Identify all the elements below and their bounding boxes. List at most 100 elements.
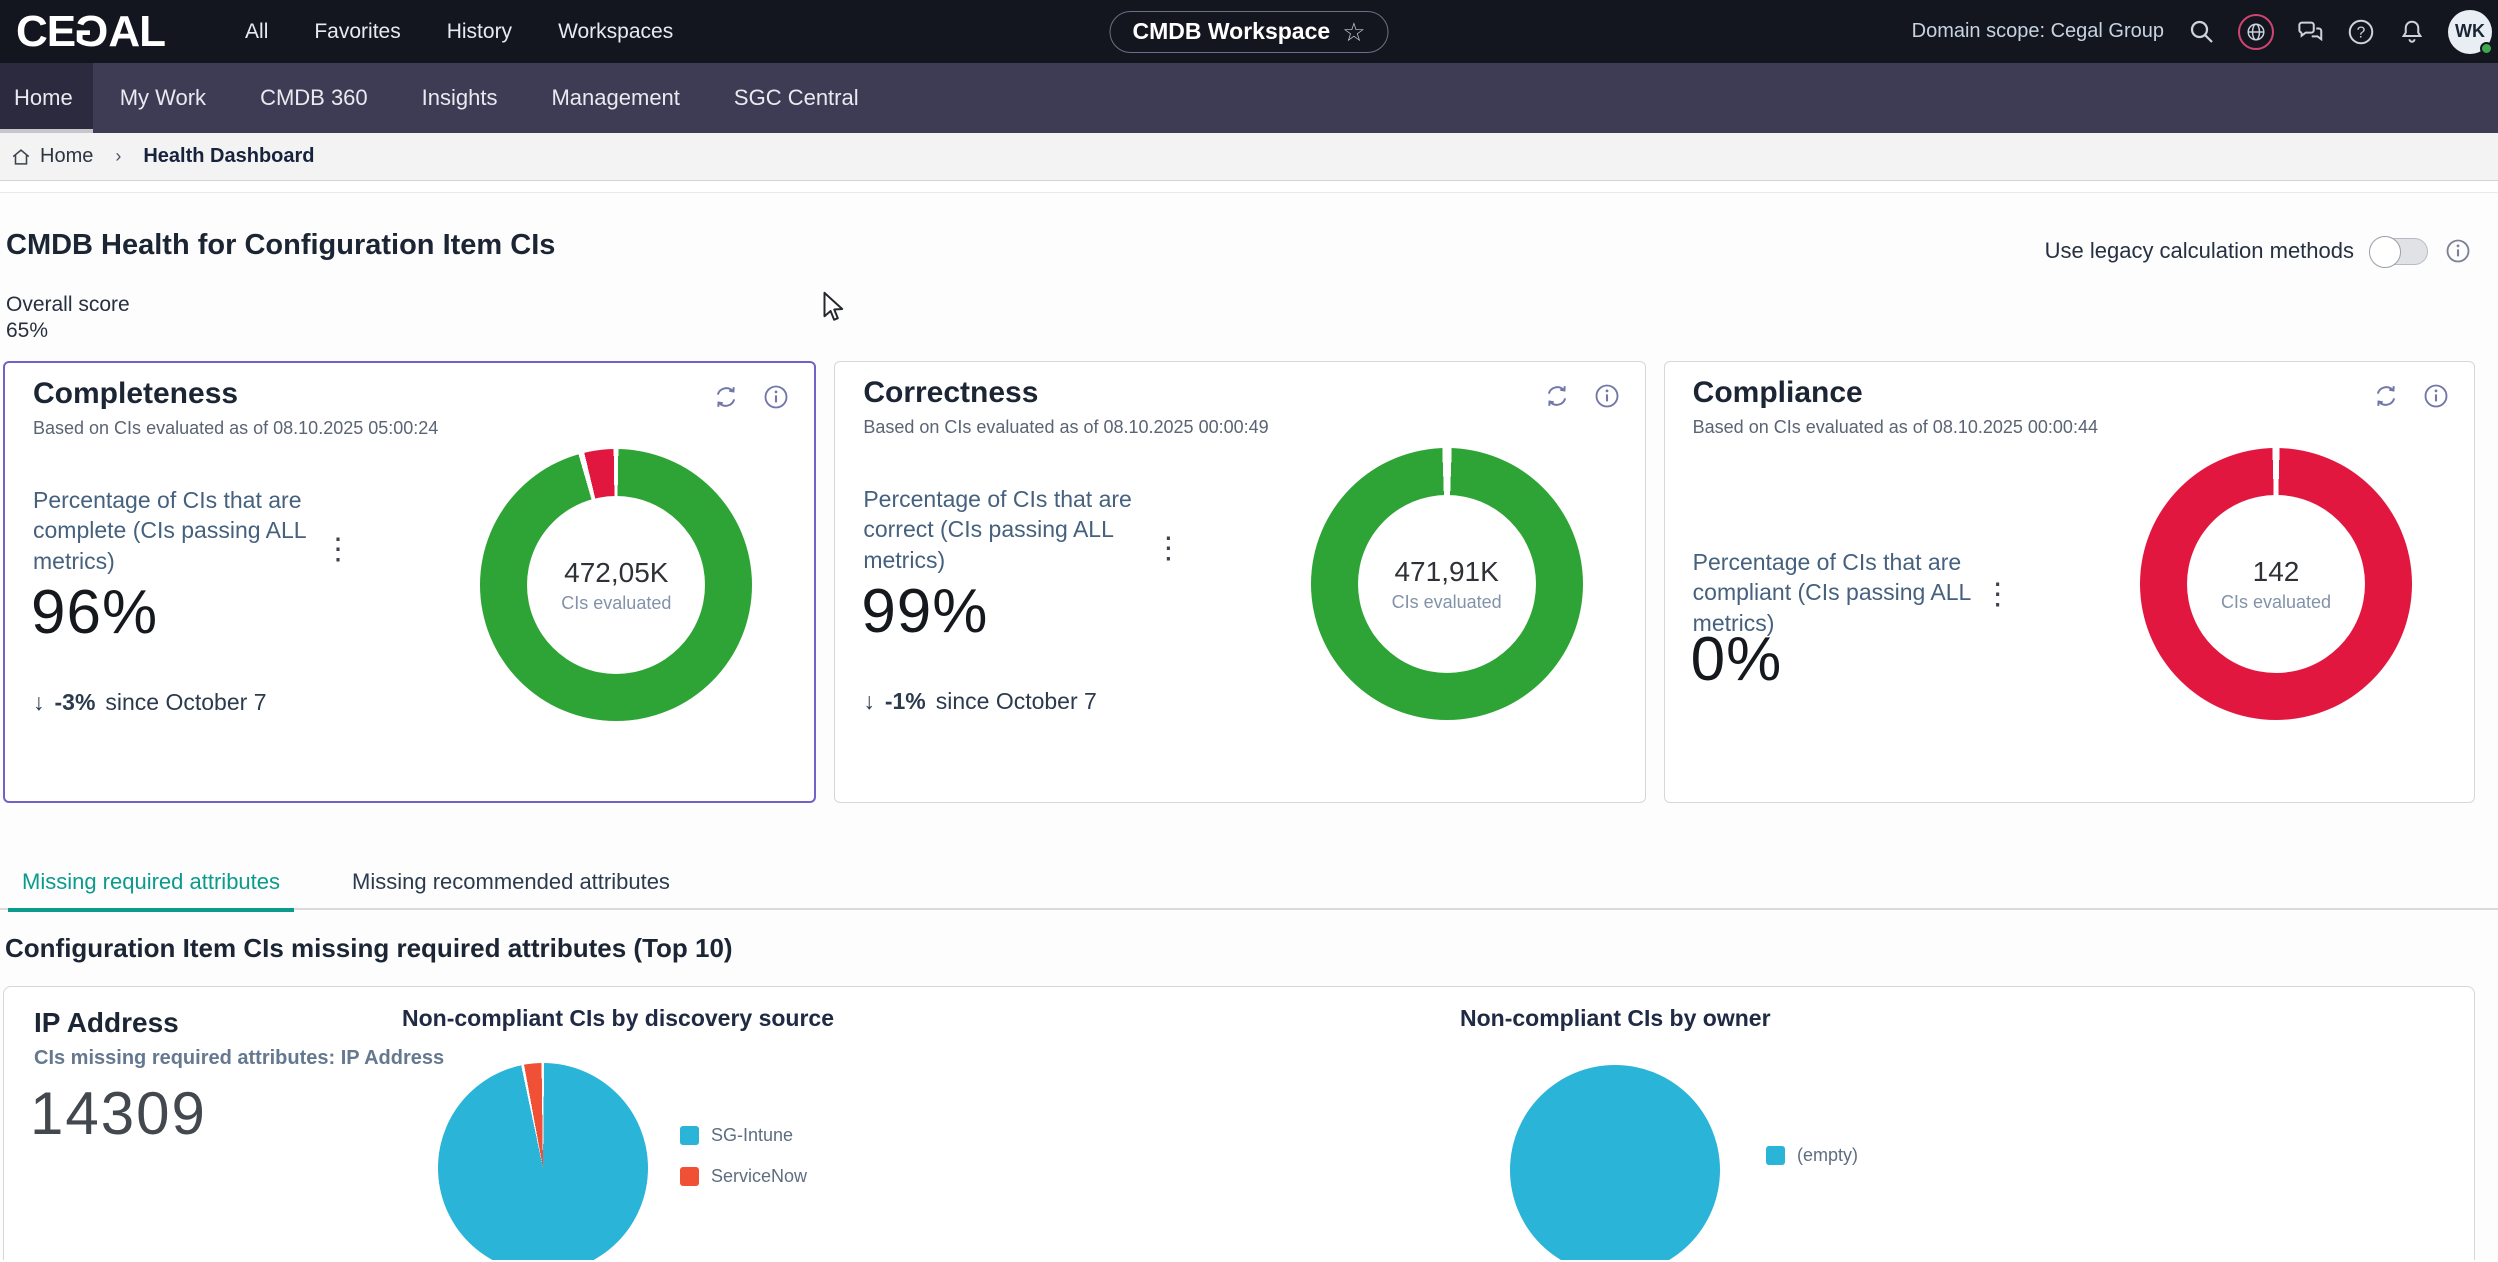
nav-item-history[interactable]: History — [446, 19, 513, 43]
trend-suffix: since October 7 — [935, 688, 1097, 714]
dashboard-content: CMDB Health for Configuration Item CIs U… — [0, 193, 2498, 1260]
tab-cmdb-360[interactable]: CMDB 360 — [260, 85, 368, 110]
legend-item: ServiceNow — [680, 1166, 807, 1187]
chat-icon[interactable] — [2295, 17, 2325, 47]
favorite-star-icon[interactable]: ☆ — [1342, 16, 1366, 47]
notifications-bell-icon[interactable] — [2397, 17, 2427, 47]
kebab-menu-icon[interactable]: ⋮ — [323, 533, 353, 566]
card-title: Compliance — [1692, 376, 1863, 409]
info-icon[interactable] — [762, 383, 790, 411]
legend-label: ServiceNow — [711, 1166, 808, 1186]
tab-management[interactable]: Management — [551, 85, 680, 110]
discovery-source-pie-chart — [438, 1063, 648, 1260]
correctness-donut-chart: 471,91K CIs evaluated — [1310, 448, 1583, 720]
home-icon[interactable] — [10, 146, 32, 168]
legend-item: (empty) — [1766, 1145, 1858, 1166]
compliance-donut-chart: 142 CIs evaluated — [2139, 448, 2412, 720]
metric-value: 14309 — [30, 1080, 207, 1147]
attribute-tabs: Missing required attributes Missing reco… — [0, 861, 2498, 910]
kebab-menu-icon[interactable]: ⋮ — [1982, 578, 2013, 611]
metric-subtitle: CIs missing required attributes: IP Addr… — [34, 1047, 445, 1069]
completeness-donut-chart: 472,05K CIs evaluated — [480, 449, 753, 721]
legend-label: SG-Intune — [711, 1125, 794, 1145]
donut-value: 471,91K — [1394, 555, 1499, 587]
breadcrumb: Home › Health Dashboard — [0, 133, 2498, 181]
tab-home[interactable]: Home — [0, 63, 93, 133]
overall-score-value: 65% — [6, 319, 49, 343]
help-icon[interactable]: ? — [2346, 17, 2376, 47]
owner-legend: (empty) — [1766, 1145, 1858, 1166]
nav-item-all[interactable]: All — [245, 19, 269, 43]
workspace-pill-button[interactable]: CMDB Workspace ☆ — [1109, 10, 1389, 53]
refresh-icon[interactable] — [2372, 382, 2400, 410]
overall-score: Overall score 65% — [6, 292, 130, 345]
completeness-percent: 96% — [31, 578, 159, 647]
search-icon[interactable] — [2187, 17, 2217, 47]
svg-text:?: ? — [2357, 24, 2366, 41]
card-subtitle: Based on CIs evaluated as of 08.10.2025 … — [863, 417, 1269, 437]
legend-swatch-empty — [1766, 1146, 1785, 1165]
top-bar: CEGAL All Favorites History Workspaces C… — [0, 0, 2498, 63]
breadcrumb-separator: › — [115, 146, 122, 166]
tab-sgc-central[interactable]: SGC Central — [733, 85, 859, 110]
donut-label: CIs evaluated — [1391, 591, 1502, 612]
user-avatar[interactable]: WK — [2448, 9, 2493, 55]
refresh-icon[interactable] — [712, 383, 740, 411]
card-correctness[interactable]: Correctness Based on CIs evaluated as of… — [834, 361, 1646, 803]
trend-suffix: since October 7 — [105, 689, 267, 715]
legacy-toggle-switch[interactable] — [2369, 235, 2428, 268]
trend-value: -1% — [884, 688, 926, 714]
compliance-percent: 0% — [1690, 625, 1783, 694]
donut-value: 472,05K — [564, 556, 669, 588]
overall-score-label: Overall score — [6, 293, 130, 316]
pie-title-discovery-source: Non-compliant CIs by discovery source — [402, 1005, 835, 1031]
top-bar-right: Domain scope: Cegal Group ? WK — [1911, 0, 2493, 63]
divider-strip — [0, 181, 2498, 193]
kebab-menu-icon[interactable]: ⋮ — [1153, 532, 1184, 565]
legend-item: SG-Intune — [680, 1125, 807, 1146]
tab-missing-recommended-attributes[interactable]: Missing recommended attributes — [352, 869, 670, 894]
globe-domain-icon[interactable] — [2238, 13, 2274, 50]
card-description: Percentage of CIs that are correct (CIs … — [863, 486, 1132, 573]
trend-value: -3% — [54, 689, 96, 715]
tab-missing-required-attributes[interactable]: Missing required attributes — [8, 861, 294, 908]
workspace-pill-label: CMDB Workspace — [1132, 18, 1331, 44]
tab-insights[interactable]: Insights — [421, 85, 498, 110]
card-completeness[interactable]: Completeness Based on CIs evaluated as o… — [3, 361, 817, 803]
breadcrumb-home[interactable]: Home — [40, 145, 94, 167]
card-subtitle: Based on CIs evaluated as of 08.10.2025 … — [33, 418, 439, 438]
info-icon[interactable] — [2422, 382, 2450, 410]
legend-swatch-sg-intune — [680, 1126, 699, 1145]
health-score-cards: Completeness Based on CIs evaluated as o… — [3, 361, 2475, 803]
toggle-knob[interactable] — [2369, 235, 2401, 268]
card-subtitle: Based on CIs evaluated as of 08.10.2025 … — [1692, 417, 2098, 437]
card-compliance[interactable]: Compliance Based on CIs evaluated as of … — [1663, 361, 2475, 803]
section-title: Configuration Item CIs missing required … — [5, 933, 733, 963]
legacy-toggle-label: Use legacy calculation methods — [2044, 238, 2354, 263]
nav-item-workspaces[interactable]: Workspaces — [558, 19, 674, 43]
tab-my-work[interactable]: My Work — [119, 85, 207, 110]
top-navigation: All Favorites History Workspaces — [245, 20, 673, 44]
owner-pie-chart — [1510, 1065, 1720, 1260]
card-title: Correctness — [863, 376, 1039, 409]
workspace-tabs-bar: Home My Work CMDB 360 Insights Managemen… — [0, 63, 2498, 133]
card-description: Percentage of CIs that are compliant (CI… — [1692, 549, 1971, 636]
nav-item-favorites[interactable]: Favorites — [314, 19, 401, 43]
cegal-logo: CEGAL — [16, 6, 166, 56]
trend-indicator: ↓ -3% since October 7 — [33, 689, 267, 716]
legacy-info-icon[interactable] — [2444, 237, 2472, 265]
metric-title: IP Address — [34, 1007, 179, 1038]
avatar-initials: WK — [2455, 21, 2485, 41]
info-icon[interactable] — [1593, 382, 1621, 410]
refresh-icon[interactable] — [1543, 382, 1571, 410]
trend-down-arrow-icon: ↓ — [33, 689, 45, 715]
legacy-calculation-row: Use legacy calculation methods — [2044, 235, 2472, 268]
donut-label: CIs evaluated — [2220, 591, 2332, 612]
pie-title-owner: Non-compliant CIs by owner — [1460, 1005, 1771, 1031]
breadcrumb-current: Health Dashboard — [143, 145, 315, 167]
missing-attributes-card: IP Address CIs missing required attribut… — [3, 986, 2475, 1260]
correctness-percent: 99% — [861, 577, 989, 646]
trend-down-arrow-icon: ↓ — [863, 688, 875, 714]
domain-scope-label[interactable]: Domain scope: Cegal Group — [1911, 20, 2164, 42]
